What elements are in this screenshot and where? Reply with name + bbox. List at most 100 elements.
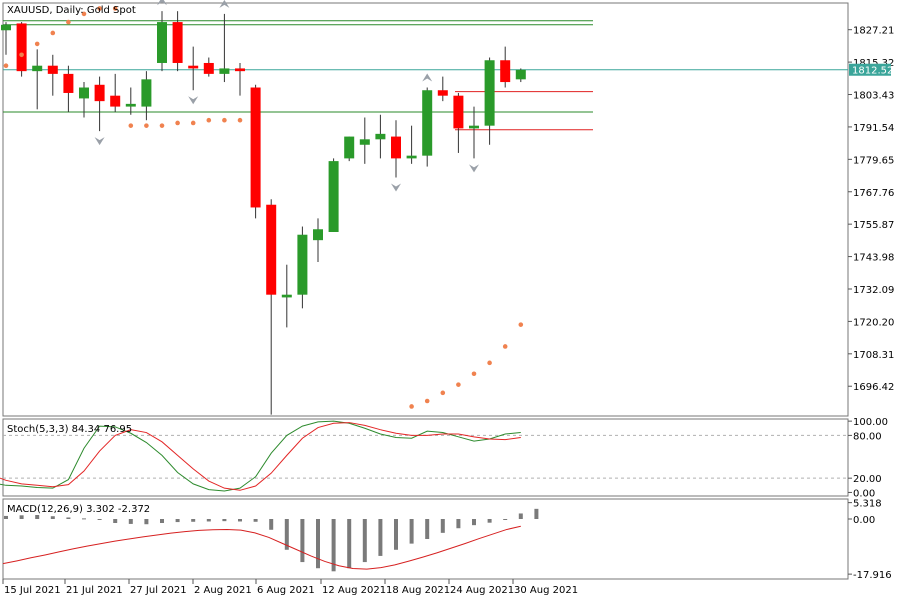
macd-label: MACD(12,26,9) 3.302 -2.372 bbox=[7, 504, 150, 515]
candle bbox=[437, 76, 448, 102]
candle-body bbox=[1, 24, 11, 31]
candle bbox=[1, 22, 11, 55]
candle-body bbox=[469, 125, 479, 129]
candle bbox=[469, 106, 479, 159]
sar-dot bbox=[409, 404, 414, 409]
fractal-markers bbox=[94, 0, 479, 192]
time-tick-label: 18 Aug 2021 bbox=[386, 585, 450, 596]
candle-body bbox=[172, 22, 183, 63]
macd-histogram-bar bbox=[472, 519, 476, 526]
macd-histogram-bar bbox=[269, 519, 274, 530]
candle-body bbox=[250, 87, 261, 208]
time-tick-label: 12 Aug 2021 bbox=[322, 585, 386, 596]
candle bbox=[219, 13, 230, 83]
candle-body bbox=[313, 229, 323, 241]
price-tick-label: 1827.21 bbox=[853, 26, 894, 37]
candle-body bbox=[188, 65, 199, 69]
candle-body bbox=[437, 90, 448, 96]
price-panel-frame bbox=[2, 2, 849, 417]
price-tick-label: 1696.42 bbox=[853, 382, 894, 393]
candle bbox=[359, 117, 370, 164]
time-tick-label: 15 Jul 2021 bbox=[4, 585, 61, 596]
fractal-up-marker bbox=[157, 0, 167, 6]
candle-body bbox=[157, 22, 167, 63]
price-tick-label: 1791.54 bbox=[853, 123, 894, 134]
candle bbox=[422, 87, 433, 167]
macd-histogram-bar bbox=[425, 519, 430, 539]
fractal-up-marker bbox=[219, 0, 230, 8]
fractal-down-marker bbox=[94, 137, 105, 146]
macd-histogram-bar bbox=[253, 519, 258, 522]
macd-histogram-bar bbox=[97, 519, 102, 520]
time-tick-label: 24 Aug 2021 bbox=[450, 585, 514, 596]
stochastic-tick-label: 100.00 bbox=[853, 417, 888, 428]
candle bbox=[375, 114, 386, 159]
sar-dot bbox=[190, 120, 196, 126]
macd-histogram-bar bbox=[394, 519, 398, 550]
macd-histogram-bar bbox=[66, 517, 71, 519]
candle bbox=[47, 54, 58, 96]
macd-histogram-bar bbox=[19, 515, 24, 519]
symbol-title: XAUUSD, Daily: Gold Spot bbox=[7, 5, 136, 16]
macd-histogram-bar bbox=[35, 515, 40, 519]
macd-histogram-bar bbox=[4, 515, 8, 519]
price-panel[interactable]: 1827.21 1815.32 1803.43 1791.54 1779.65 1767.… bbox=[1, 0, 894, 417]
candle bbox=[235, 62, 245, 96]
horizontal-levels bbox=[3, 20, 848, 131]
parabolic-sar-dots bbox=[3, 6, 524, 409]
candle bbox=[266, 199, 277, 415]
candle-body bbox=[16, 23, 27, 72]
sar-dot bbox=[487, 360, 492, 366]
candle-body bbox=[344, 136, 355, 159]
fractal-down-marker bbox=[391, 183, 401, 192]
macd-histogram bbox=[4, 508, 539, 572]
time-axis: 15 Jul 2021 21 Jul 2021 27 Jul 2021 2 Aug 2… bbox=[2, 579, 578, 596]
candle-body bbox=[94, 84, 105, 102]
candle-body bbox=[359, 139, 370, 145]
candle bbox=[110, 73, 121, 113]
candle bbox=[79, 82, 89, 118]
candle-body bbox=[32, 65, 43, 72]
sar-dot bbox=[66, 19, 71, 25]
sar-dot bbox=[128, 123, 134, 128]
candle-body bbox=[125, 103, 136, 107]
candle bbox=[281, 264, 292, 328]
price-tick-label: 1779.65 bbox=[853, 155, 894, 166]
macd-panel[interactable]: 5.318 0.00 -17.916 MACD(12,26,9) 3.302 -2.… bbox=[2, 498, 892, 581]
sar-dot bbox=[518, 322, 524, 327]
macd-signal-path bbox=[2, 525, 521, 570]
macd-panel-frame bbox=[2, 498, 849, 580]
macd-histogram-bar bbox=[50, 516, 55, 519]
fractal-down-marker bbox=[188, 96, 199, 105]
candle bbox=[515, 68, 526, 83]
macd-histogram-bar bbox=[144, 519, 149, 525]
sar-dot bbox=[237, 117, 243, 123]
candle-body bbox=[297, 234, 308, 295]
sar-dot bbox=[3, 63, 9, 68]
macd-tick-label: -17.916 bbox=[853, 570, 892, 581]
stochastic-panel[interactable]: 100.00 80.00 20.00 0.00 Stoch(5,3,3) 84.34 … bbox=[0, 417, 888, 499]
macd-histogram-bar bbox=[113, 519, 118, 523]
price-tick-label: 1732.09 bbox=[853, 285, 894, 296]
price-tick-label: 1755.87 bbox=[853, 220, 894, 231]
stochastic-tick-label: 0.00 bbox=[853, 488, 875, 499]
macd-histogram-bar bbox=[362, 519, 367, 563]
price-tick-label: 1708.31 bbox=[853, 350, 894, 361]
stochastic-label: Stoch(5,3,3) 84.34 76.95 bbox=[7, 424, 132, 435]
candle-body bbox=[141, 79, 152, 107]
candle bbox=[94, 76, 105, 132]
macd-histogram-bar bbox=[238, 519, 242, 522]
sar-dot bbox=[144, 123, 149, 128]
macd-histogram-bar bbox=[534, 508, 539, 519]
macd-histogram-bar bbox=[456, 519, 461, 529]
candle-body bbox=[47, 65, 58, 74]
sar-dot bbox=[34, 41, 40, 47]
current-price-badge bbox=[849, 63, 891, 76]
candle-body bbox=[484, 60, 495, 126]
price-tick-label: 1815.32 bbox=[853, 58, 894, 69]
macd-histogram-bar bbox=[175, 519, 180, 523]
candle-body bbox=[406, 155, 417, 159]
candle bbox=[125, 87, 136, 115]
candle bbox=[32, 49, 43, 110]
